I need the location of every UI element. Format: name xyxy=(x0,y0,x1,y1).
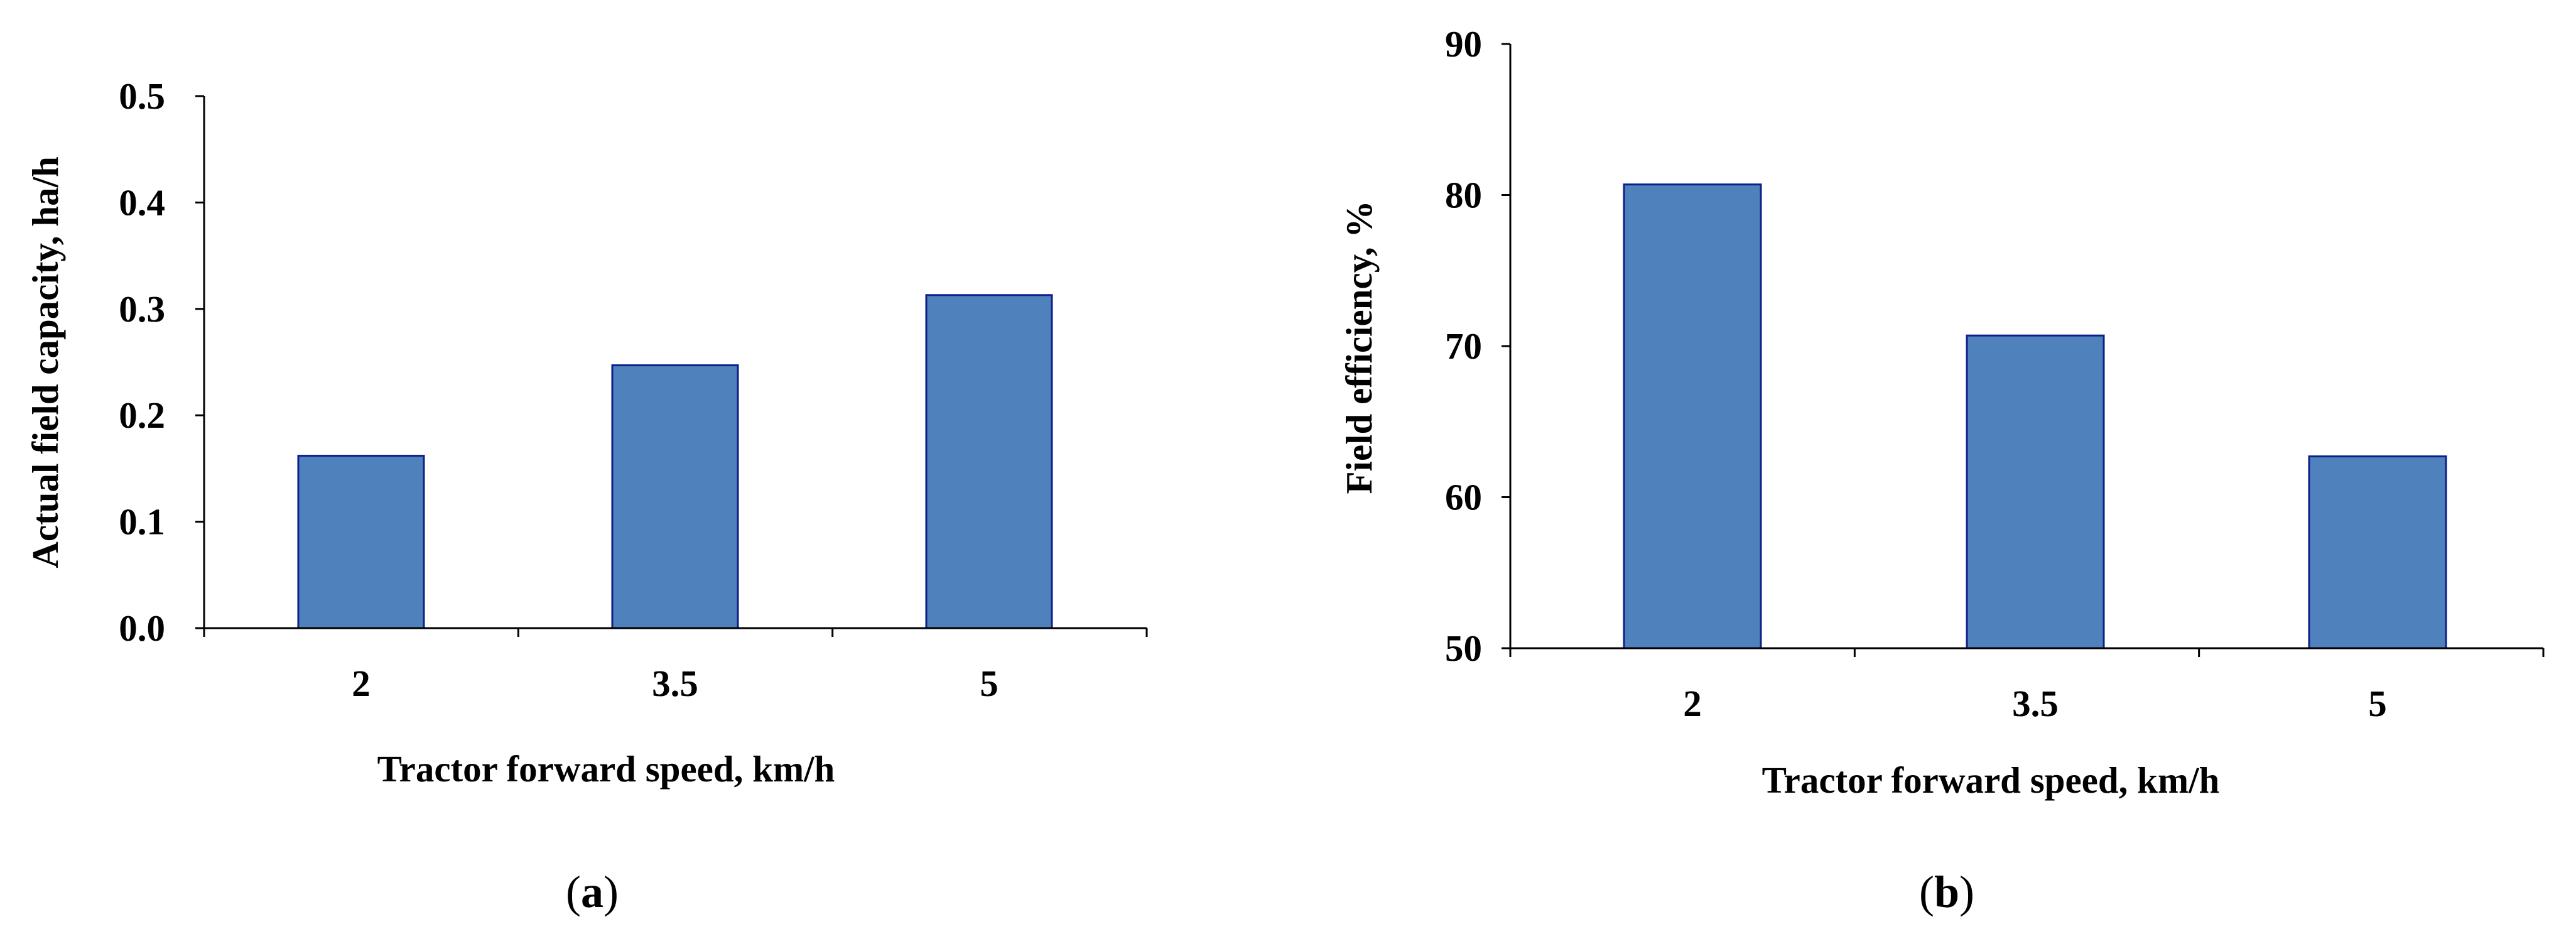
chart-b-ticks xyxy=(1502,43,2545,657)
chart-b-ytick-label: 90 xyxy=(1445,23,1482,65)
chart-a-xtick-label: 3.5 xyxy=(652,663,698,704)
chart-b-ytick-label: 70 xyxy=(1445,325,1482,367)
chart-a-ytick-label: 0.2 xyxy=(119,394,165,436)
chart-b-xtick-label: 5 xyxy=(2368,683,2387,724)
chart-a-bar xyxy=(925,294,1053,629)
chart-a-bars xyxy=(297,294,1053,629)
chart-b-xlabel: Tractor forward speed, km/h xyxy=(1762,759,2220,801)
chart-b-ytick-labels: 50 60 70 80 90 xyxy=(1445,23,1482,669)
chart-a-xtick-label: 5 xyxy=(980,663,998,704)
chart-b-xtick-labels: 2 3.5 5 xyxy=(1683,683,2387,724)
chart-a-ytick-label: 0.1 xyxy=(119,501,165,543)
chart-a-panel-label: (a) xyxy=(566,867,619,917)
chart-a-xtick-label: 2 xyxy=(352,663,371,704)
chart-a-ytick-label: 0.4 xyxy=(119,182,165,223)
chart-a-ytick-label: 0.3 xyxy=(119,288,165,330)
chart-a-ylabel: Actual field capacity, ha/h xyxy=(24,156,66,568)
chart-b-ytick-label: 60 xyxy=(1445,477,1482,518)
chart-b-bar xyxy=(1623,183,1762,649)
chart-a-xtick-labels: 2 3.5 5 xyxy=(352,663,998,704)
chart-a-ytick-label: 0.0 xyxy=(119,607,165,649)
chart-a-xlabel: Tractor forward speed, km/h xyxy=(377,748,835,790)
chart-a-bar xyxy=(297,455,425,629)
chart-a-bar xyxy=(611,364,739,629)
chart-a-ytick-labels: 0.0 0.1 0.2 0.3 0.4 0.5 xyxy=(119,75,165,649)
chart-b-ytick-label: 50 xyxy=(1445,627,1482,669)
chart-b-xtick-label: 3.5 xyxy=(2012,683,2059,724)
chart-b-ylabel: Field efficiency, % xyxy=(1338,201,1380,494)
chart-b-ytick-label: 80 xyxy=(1445,175,1482,216)
chart-b-xtick-label: 2 xyxy=(1683,683,1702,724)
chart-b-bars xyxy=(1623,183,2447,649)
chart-b-bar xyxy=(1966,334,2105,649)
chart-a-ticks xyxy=(195,95,1148,637)
chart-a-ytick-label: 0.5 xyxy=(119,75,165,117)
chart-b-bar xyxy=(2308,455,2447,649)
chart-a: 0.00.10.20.30.40.5 2 3.5 5 Tractor forward… xyxy=(24,75,1148,917)
chart-b-panel-label: (b) xyxy=(1919,867,1974,917)
